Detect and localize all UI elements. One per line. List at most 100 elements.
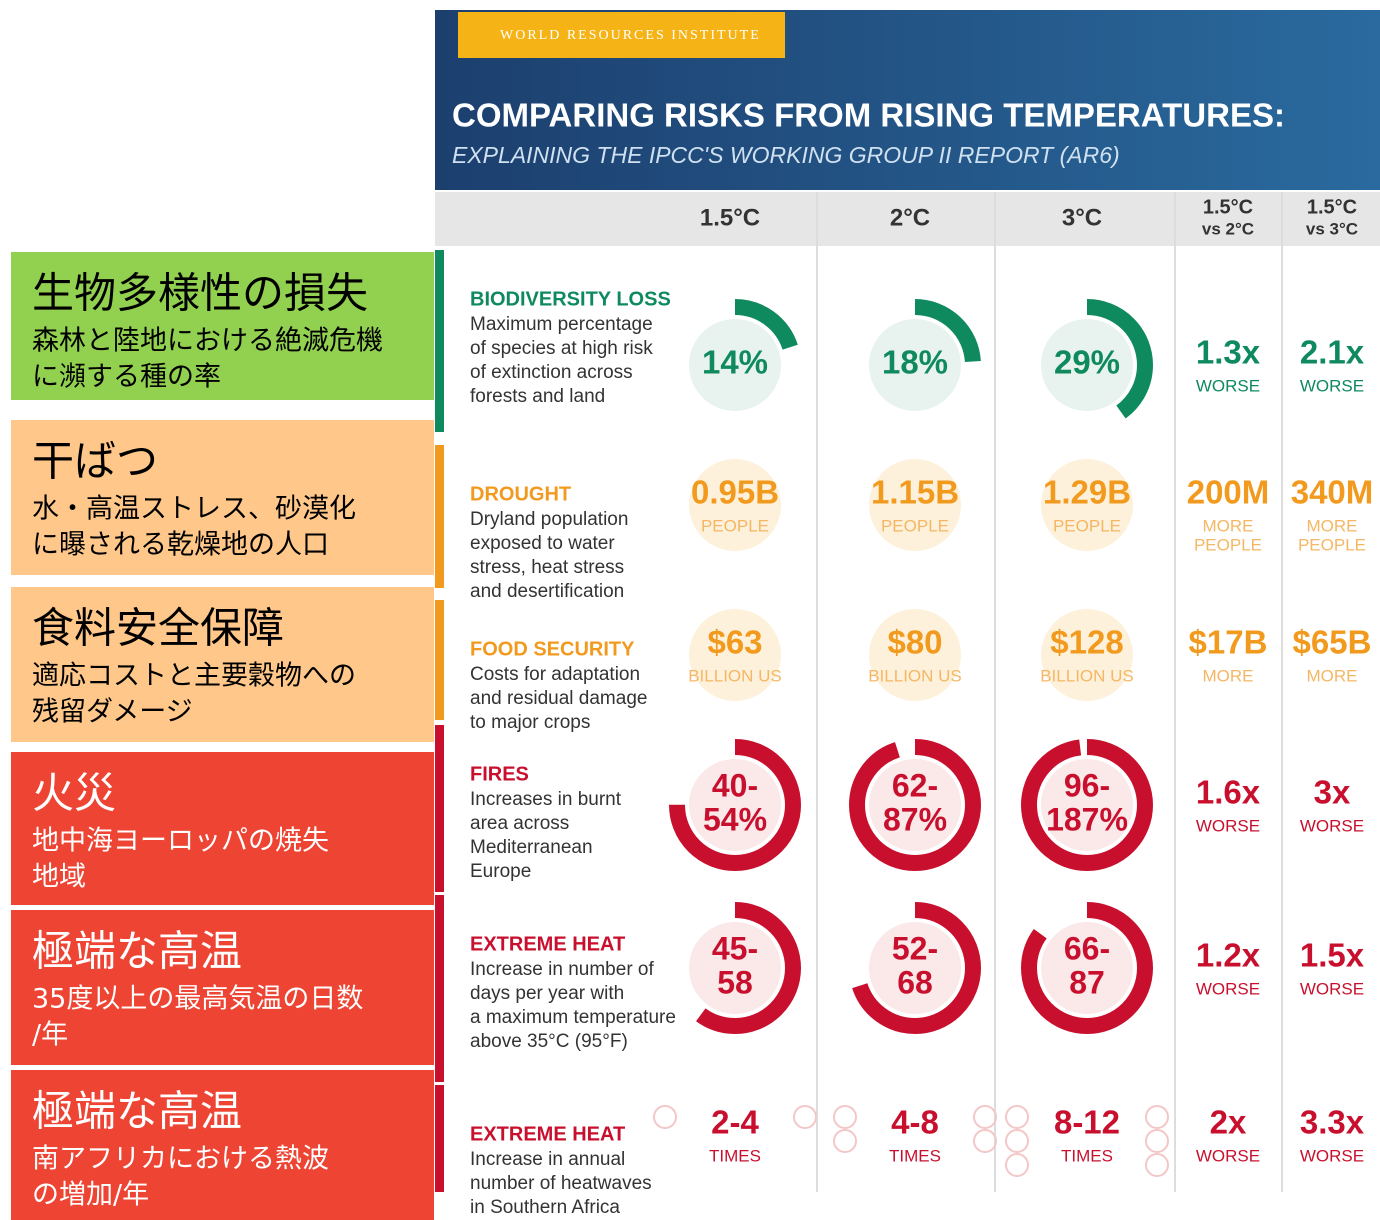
cell-value: 62- [892, 767, 938, 803]
cell-unit: PEOPLE [701, 516, 769, 535]
row-description: to major crops [470, 712, 590, 733]
sidebar-title: 生物多様性の損失 [32, 269, 368, 318]
cell-value: $63 [707, 624, 762, 661]
row-title: EXTREME HEAT [470, 1123, 625, 1145]
row-title: FOOD SECURITY [470, 638, 635, 660]
row-description: a maximum temperature [470, 1007, 676, 1028]
cell-value: 1.15B [871, 474, 959, 511]
sidebar-box [11, 752, 434, 905]
cell-unit: PEOPLE [881, 516, 949, 535]
cell-value: 187% [1046, 801, 1128, 837]
title: COMPARING RISKS FROM RISING TEMPERATURES… [452, 97, 1285, 134]
cell-arc [1021, 299, 1153, 431]
cell-value: 3.3x [1300, 1104, 1365, 1141]
cell-unit: WORSE [1196, 1146, 1260, 1165]
sidebar-title: 食料安全保障 [32, 604, 284, 653]
cell-value: 54% [703, 801, 767, 837]
cell-unit: PEOPLE [1194, 535, 1262, 554]
heatwave-icon [973, 1105, 997, 1129]
cell-unit: TIMES [1061, 1146, 1113, 1165]
cell-disc [1041, 759, 1133, 851]
row-description: above 35°C (95°F) [470, 1031, 628, 1052]
sidebar-box [11, 420, 434, 575]
cell-disc [689, 459, 781, 551]
cell-disc [689, 922, 781, 1014]
row-description: Increase in number of [470, 959, 654, 980]
cell-unit: MORE [1307, 516, 1358, 535]
cell-value: 1.3x [1196, 334, 1261, 371]
sidebar-title: 火災 [32, 769, 116, 818]
cell-value: 18% [882, 344, 948, 381]
heatwave-icon [973, 1129, 997, 1153]
cell-unit: MORE [1203, 516, 1254, 535]
cell-disc [869, 922, 961, 1014]
row-title: DROUGHT [470, 483, 571, 505]
heatwave-icon [833, 1129, 857, 1153]
column-header: vs 3°C [1306, 219, 1358, 238]
cell-disc [1041, 459, 1133, 551]
cell-value: 340M [1291, 474, 1374, 511]
sidebar-subtitle: 地域 [32, 862, 86, 893]
row-description: number of heatwaves [470, 1173, 652, 1194]
sidebar-subtitle: /年 [32, 1020, 68, 1051]
sidebar-subtitle: に瀕する種の率 [32, 362, 221, 393]
row-description: Europe [470, 861, 531, 882]
row-description: area across [470, 813, 569, 834]
cell-value: 52- [892, 930, 938, 966]
heatwave-icon [1005, 1129, 1029, 1153]
cell-unit: PEOPLE [1053, 516, 1121, 535]
subtitle: EXPLAINING THE IPCC'S WORKING GROUP II R… [452, 142, 1120, 168]
cell-value: 29% [1054, 344, 1120, 381]
logo-box [458, 12, 785, 58]
column-header: 3°C [1062, 204, 1102, 231]
sidebar-subtitle: 水・高温ストレス、砂漠化 [32, 494, 356, 525]
cell-unit: WORSE [1300, 979, 1364, 998]
cell-arc [1021, 902, 1153, 1034]
cell-value: 68 [897, 964, 933, 1000]
cell-value: 4-8 [891, 1104, 939, 1141]
row-description: in Southern Africa [470, 1197, 620, 1218]
cell-value: 1.5x [1300, 937, 1365, 974]
heatwave-icon [1005, 1153, 1029, 1177]
heatwave-icon [1005, 1105, 1029, 1129]
cell-unit: BILLION US [1040, 666, 1134, 685]
row-title: FIRES [470, 763, 529, 785]
row-color-bar [435, 250, 444, 432]
sidebar-subtitle: の増加/年 [32, 1180, 149, 1211]
cell-value: 200M [1187, 474, 1270, 511]
sidebar-subtitle: 35度以上の最高気温の日数 [32, 984, 363, 1015]
cell-value: 1.6x [1196, 774, 1261, 811]
cell-value: 2.1x [1300, 334, 1365, 371]
cell-disc [869, 459, 961, 551]
cell-disc [869, 319, 961, 411]
heatwave-icon [1145, 1105, 1169, 1129]
cell-arc [669, 902, 801, 1034]
cell-value: 3x [1314, 774, 1351, 811]
column-header-band [435, 192, 1380, 246]
cell-value: 66- [1064, 930, 1110, 966]
row-description: days per year with [470, 983, 624, 1004]
sidebar-title: 極端な高温 [32, 1087, 242, 1136]
row-title: EXTREME HEAT [470, 933, 625, 955]
cell-arc [669, 739, 801, 871]
cell-value: $17B [1189, 624, 1268, 661]
cell-arc [669, 299, 801, 431]
row-color-bar [435, 895, 444, 1082]
heatwave-icon [1145, 1153, 1169, 1177]
cell-unit: WORSE [1196, 816, 1260, 835]
sidebar-subtitle: 適応コストと主要穀物への [32, 661, 356, 692]
cell-value: 14% [702, 344, 768, 381]
column-header: 2°C [890, 204, 930, 231]
row-description: Increases in burnt [470, 789, 622, 810]
sidebar-title: 干ばつ [32, 437, 158, 486]
cell-value: 58 [717, 964, 753, 1000]
row-title: BIODIVERSITY LOSS [470, 288, 671, 310]
cell-arc [1021, 739, 1153, 871]
row-description: Increase in annual [470, 1149, 625, 1170]
cell-disc [1041, 922, 1133, 1014]
heatwave-icon [1145, 1129, 1169, 1153]
cell-value: 40- [712, 767, 758, 803]
sidebar-box [11, 587, 434, 742]
cell-value: 45- [712, 930, 758, 966]
